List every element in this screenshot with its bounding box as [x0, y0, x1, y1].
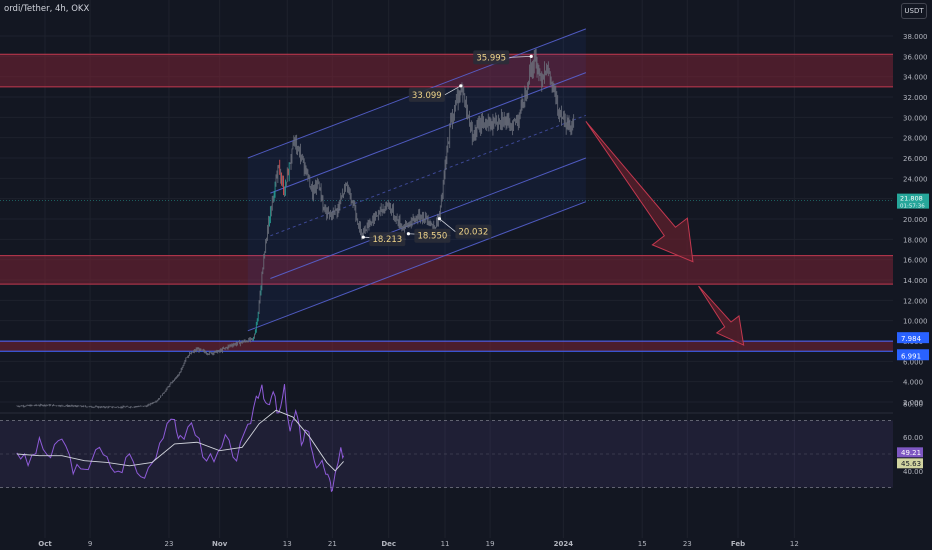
forecast-arrow: [585, 121, 694, 263]
price-tick-label: 16.000: [903, 257, 928, 265]
price-tick-label: 10.000: [903, 318, 928, 326]
annotation-leader: [444, 85, 461, 96]
channel-line: [270, 114, 587, 237]
annotation-box: [455, 224, 492, 239]
rsi-ma-line: [16, 409, 344, 472]
time-tick-label: Oct: [38, 540, 52, 548]
annotation-label: 18.213: [372, 235, 402, 245]
time-tick-label: 21: [328, 540, 337, 548]
price-tick-label: 26.000: [903, 155, 928, 163]
time-tick-label: 23: [683, 540, 692, 548]
channel: [247, 28, 587, 332]
rsi-value-tag: 49.21: [901, 449, 921, 457]
price-tick-label: 14.000: [903, 277, 928, 285]
price-tick-label: 2.000: [903, 399, 923, 407]
price-tag-upper: 7.984: [901, 335, 922, 343]
annotation-label: 35.995: [476, 53, 506, 63]
candles: [16, 48, 575, 409]
price-tick-label: 32.000: [903, 94, 928, 102]
price-tick-label: 6.000: [903, 358, 923, 366]
forecast-arrows: [585, 121, 745, 346]
price-tick-label: 12.000: [903, 297, 928, 305]
time-tick-label: 13: [283, 540, 292, 548]
channel-line: [270, 72, 587, 194]
annotation-dot: [529, 54, 533, 58]
current-price-tag: 21.808: [900, 195, 923, 203]
currency-unit-button[interactable]: USDT: [901, 3, 927, 19]
price-tick-label: 34.000: [903, 74, 928, 82]
time-tick-label: 9: [88, 540, 92, 548]
rsi-ma-tag-bg: [897, 458, 923, 469]
annotation-box: [473, 50, 510, 65]
price-tick-label: 20.000: [903, 216, 928, 224]
time-tick-label: 12: [790, 540, 799, 548]
annotation-dot: [361, 235, 365, 239]
rsi-tick-label: 80.00: [903, 401, 923, 409]
price-tag-lower-bg: [897, 349, 929, 361]
price-tick-label: 38.000: [903, 33, 928, 41]
support-resistance-zone: [0, 255, 893, 285]
annotation-label: 18.550: [418, 232, 448, 242]
price-axis: 38.000 36.000 34.000 32.000 30.000 28.000 26.0…: [897, 33, 929, 407]
support-resistance-zone: [0, 341, 893, 352]
time-tick-label: Feb: [731, 540, 745, 548]
annotation-box: [369, 232, 406, 247]
symbol-title: ordi/Tether, 4h, OKX: [4, 4, 90, 14]
rsi-value-tag-bg: [897, 447, 923, 458]
time-tick-label: Nov: [212, 540, 228, 548]
time-tick-label: 2024: [554, 540, 574, 548]
annotation-box: [408, 87, 445, 102]
price-tag-lower: 6.991: [901, 352, 921, 360]
time-tick-label: 11: [441, 540, 450, 548]
price-tick-label: 30.000: [903, 114, 928, 122]
price-tick-label: 28.000: [903, 135, 928, 143]
rsi-tick-label: 60.00: [903, 434, 923, 442]
price-tick-label: 24.000: [903, 175, 928, 183]
support-resistance-zone: [0, 54, 893, 87]
price-tick-label: 4.000: [903, 379, 923, 387]
rsi-line: [16, 384, 345, 493]
rsi-axis: 80.00 60.00 40.00 49.21 45.63: [897, 401, 923, 476]
annotation-box: [414, 228, 451, 243]
annotation-label: 20.032: [459, 228, 489, 238]
time-tick-label: Dec: [381, 540, 396, 548]
zones: [0, 53, 893, 352]
rsi-ma-tag: 45.63: [901, 460, 921, 468]
channel-line: [247, 201, 587, 332]
forecast-arrow: [698, 285, 745, 346]
price-tick-label: 36.000: [903, 53, 928, 61]
time-tick-label: 19: [486, 540, 495, 548]
annotations: 35.995 33.099 18.213 18.550 20.032: [361, 50, 533, 247]
price-tick-label: 18.000: [903, 236, 928, 244]
bar-countdown: 01:57:36: [900, 204, 925, 210]
rsi-tick-label: 40.00: [903, 468, 923, 476]
time-tick-label: 23: [164, 540, 173, 548]
annotation-leader: [509, 55, 532, 58]
price-tag-upper-bg: [897, 332, 929, 344]
time-axis: Oct 9 23 Nov 13 21 Dec 11 19 2024 15 23 Feb 12: [38, 540, 799, 548]
annotation-dot: [459, 84, 463, 88]
annotation-dot: [406, 232, 411, 236]
rsi-panel: [0, 384, 893, 493]
annotation-leader: [439, 218, 456, 232]
annotation-label: 33.099: [412, 91, 442, 101]
time-tick-label: 15: [638, 540, 647, 548]
annotation-dot: [437, 217, 441, 221]
current-price-tag-bg: [897, 193, 929, 209]
